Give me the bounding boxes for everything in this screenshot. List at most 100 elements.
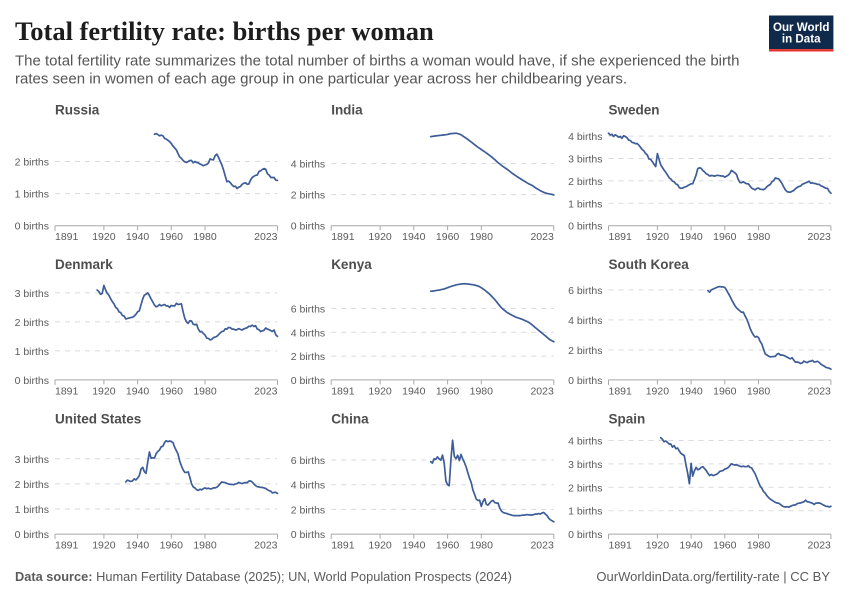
svg-text:1891: 1891 xyxy=(609,231,633,243)
svg-text:Sweden: Sweden xyxy=(609,102,660,117)
svg-text:1891: 1891 xyxy=(55,540,79,552)
svg-text:1960: 1960 xyxy=(160,540,184,552)
svg-text:1920: 1920 xyxy=(646,231,670,243)
svg-text:2023: 2023 xyxy=(254,385,278,397)
svg-text:1960: 1960 xyxy=(160,231,184,243)
svg-text:1891: 1891 xyxy=(331,385,355,397)
svg-text:1960: 1960 xyxy=(713,540,737,552)
svg-text:3 births: 3 births xyxy=(15,288,49,300)
svg-text:3 births: 3 births xyxy=(568,459,602,471)
svg-text:3 births: 3 births xyxy=(568,154,602,166)
svg-text:4 births: 4 births xyxy=(568,436,602,448)
svg-text:2023: 2023 xyxy=(530,540,554,552)
svg-text:1980: 1980 xyxy=(193,231,217,243)
svg-text:0 births: 0 births xyxy=(15,529,49,541)
svg-text:1 births: 1 births xyxy=(15,189,49,201)
svg-text:2023: 2023 xyxy=(808,231,832,243)
svg-text:1980: 1980 xyxy=(193,540,217,552)
svg-text:United States: United States xyxy=(55,411,141,426)
svg-text:4 births: 4 births xyxy=(291,159,325,171)
svg-text:1920: 1920 xyxy=(646,540,670,552)
svg-text:4 births: 4 births xyxy=(568,315,602,327)
svg-text:2023: 2023 xyxy=(530,231,554,243)
svg-text:2 births: 2 births xyxy=(568,482,602,494)
svg-text:1980: 1980 xyxy=(747,540,771,552)
svg-text:2 births: 2 births xyxy=(568,345,602,357)
svg-text:0 births: 0 births xyxy=(15,221,49,233)
svg-text:1980: 1980 xyxy=(470,540,494,552)
svg-text:1 births: 1 births xyxy=(568,198,602,210)
svg-text:1940: 1940 xyxy=(126,385,150,397)
svg-text:Russia: Russia xyxy=(55,102,100,117)
svg-text:Our World: Our World xyxy=(773,21,829,34)
svg-text:1891: 1891 xyxy=(609,540,633,552)
svg-text:1920: 1920 xyxy=(92,540,116,552)
svg-text:1960: 1960 xyxy=(713,385,737,397)
svg-text:The total fertility rate summa: The total fertility rate summarizes the … xyxy=(15,53,740,70)
svg-text:0 births: 0 births xyxy=(291,375,325,387)
svg-text:1891: 1891 xyxy=(55,231,79,243)
svg-text:2 births: 2 births xyxy=(568,176,602,188)
svg-text:2023: 2023 xyxy=(254,540,278,552)
svg-text:1940: 1940 xyxy=(126,540,150,552)
svg-text:1940: 1940 xyxy=(402,231,426,243)
svg-text:Spain: Spain xyxy=(609,411,646,426)
svg-text:1920: 1920 xyxy=(646,385,670,397)
svg-text:2 births: 2 births xyxy=(291,504,325,516)
svg-text:0 births: 0 births xyxy=(291,529,325,541)
svg-text:1 births: 1 births xyxy=(15,346,49,358)
svg-text:Data source: Human Fertility D: Data source: Human Fertility Database (2… xyxy=(15,569,512,584)
svg-text:1940: 1940 xyxy=(402,540,426,552)
svg-text:2 births: 2 births xyxy=(291,190,325,202)
svg-text:1920: 1920 xyxy=(368,231,392,243)
svg-text:6 births: 6 births xyxy=(568,285,602,297)
svg-text:3 births: 3 births xyxy=(15,454,49,466)
svg-text:rates seen in women of each ag: rates seen in women of each age group in… xyxy=(15,71,627,88)
svg-text:1980: 1980 xyxy=(193,385,217,397)
svg-text:1980: 1980 xyxy=(747,385,771,397)
svg-text:1891: 1891 xyxy=(609,385,633,397)
svg-text:1940: 1940 xyxy=(679,385,703,397)
svg-text:2 births: 2 births xyxy=(15,317,49,329)
svg-text:1980: 1980 xyxy=(470,231,494,243)
svg-text:0 births: 0 births xyxy=(291,221,325,233)
svg-text:0 births: 0 births xyxy=(15,375,49,387)
svg-text:2023: 2023 xyxy=(530,385,554,397)
svg-text:0 births: 0 births xyxy=(568,529,602,541)
svg-text:Kenya: Kenya xyxy=(331,257,372,272)
svg-text:2023: 2023 xyxy=(808,540,832,552)
svg-text:0 births: 0 births xyxy=(568,221,602,233)
svg-text:1960: 1960 xyxy=(436,385,460,397)
svg-text:OurWorldinData.org/fertility-r: OurWorldinData.org/fertility-rate | CC B… xyxy=(596,569,830,584)
svg-text:South Korea: South Korea xyxy=(609,257,690,272)
svg-text:Total fertility rate: births p: Total fertility rate: births per woman xyxy=(15,16,434,46)
svg-text:4 births: 4 births xyxy=(291,480,325,492)
svg-text:China: China xyxy=(331,411,369,426)
svg-text:2 births: 2 births xyxy=(15,157,49,169)
svg-text:1 births: 1 births xyxy=(15,504,49,516)
svg-text:1960: 1960 xyxy=(436,231,460,243)
svg-text:6 births: 6 births xyxy=(291,304,325,316)
svg-text:1891: 1891 xyxy=(331,540,355,552)
svg-text:1980: 1980 xyxy=(747,231,771,243)
svg-text:India: India xyxy=(331,102,363,117)
svg-text:in Data: in Data xyxy=(782,33,821,46)
svg-text:2 births: 2 births xyxy=(15,479,49,491)
svg-text:1980: 1980 xyxy=(470,385,494,397)
svg-text:1940: 1940 xyxy=(402,385,426,397)
svg-text:1891: 1891 xyxy=(331,231,355,243)
svg-text:0 births: 0 births xyxy=(568,375,602,387)
svg-text:2 births: 2 births xyxy=(291,351,325,363)
svg-text:1960: 1960 xyxy=(713,231,737,243)
svg-text:2023: 2023 xyxy=(808,385,832,397)
svg-text:1 births: 1 births xyxy=(568,506,602,518)
svg-text:1891: 1891 xyxy=(55,385,79,397)
svg-text:Denmark: Denmark xyxy=(55,257,113,272)
svg-text:4 births: 4 births xyxy=(568,131,602,143)
svg-text:1920: 1920 xyxy=(92,385,116,397)
svg-text:4 births: 4 births xyxy=(291,327,325,339)
svg-text:1920: 1920 xyxy=(368,385,392,397)
svg-text:2023: 2023 xyxy=(254,231,278,243)
svg-text:1940: 1940 xyxy=(126,231,150,243)
svg-text:1920: 1920 xyxy=(92,231,116,243)
